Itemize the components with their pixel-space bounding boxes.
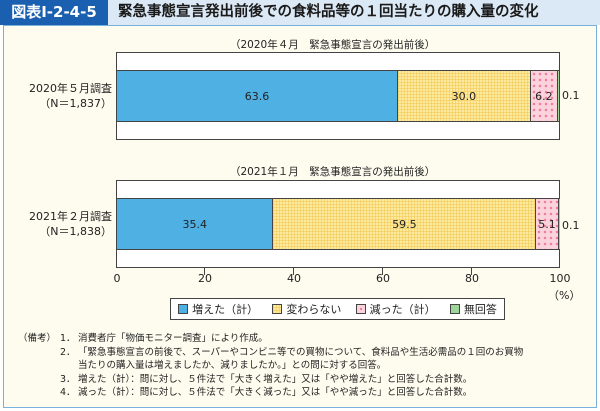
tick [471,268,472,275]
tick-label: 100 [549,272,571,285]
segment-no-answer [558,71,559,121]
panel-2-no-answer-label: 0.1 [562,219,580,232]
swatch-icon [272,304,283,314]
value-label: 59.5 [392,217,417,231]
swatch-icon [355,304,366,314]
tick [382,268,383,275]
x-axis [116,268,560,276]
legend-item-decreased: 減った（計） [355,301,436,317]
panel-2-plot: 35.4 59.5 5.1 [116,180,560,268]
swatch-icon [178,304,189,314]
legend: 増えた（計） 変わらない 減った（計） 無回答 [170,298,505,320]
note-number: 1． [60,333,76,344]
segment-increased: 63.6 [117,71,399,121]
value-label: 6.2 [535,89,553,103]
figure-title: 緊急事態宣言発出前後での食料品等の１回当たりの購入量の変化 [118,4,539,20]
tick [204,268,205,275]
segment-decreased: 5.1 [536,199,559,249]
category-name: 2021年２月調査 [29,210,112,223]
tick-label: 60 [376,272,390,285]
panel-1-plot: 63.6 30.0 6.2 [116,52,560,140]
panel-2-category-label: 2021年２月調査 （N＝1,838） [29,209,112,239]
value-label: 35.4 [182,217,207,231]
panel-1-no-answer-label: 0.1 [562,89,580,102]
segment-increased: 35.4 [117,199,274,249]
notes: （備考） 1． 消費者庁「物価モニター調査」により作成。 2． 「緊急事態宣言の前後で… [18,332,523,400]
legend-label: 変わらない [286,303,342,316]
legend-label: 増えた（計） [192,303,259,316]
value-label: 30.0 [451,89,477,103]
panel-1-category-label: 2020年５月調査 （N＝1,837） [29,81,112,111]
value-label: 5.1 [538,217,556,231]
legend-item-no-answer: 無回答 [449,301,497,317]
sample-size: （N＝1,838） [39,225,112,238]
legend-label: 減った（計） [369,303,436,316]
tick-label: 40 [287,272,301,285]
category-name: 2020年５月調査 [29,82,112,95]
panel-1-subtitle: （2020年４月 緊急事態宣言の発出前後） [230,39,436,51]
note-number: 2． [60,346,76,358]
swatch-icon [449,304,460,314]
panel-2-subtitle: （2021年１月 緊急事態宣言の発出前後） [230,166,436,178]
note-text: 減った（計）：問に対し、５件法で「大きく減った」又は「やや減った」と回答した合計… [78,387,473,398]
stacked-bar-2020: 63.6 30.0 6.2 [117,70,559,122]
legend-label: 無回答 [463,303,497,316]
note-text: 当たりの購入量は増えましたか、減りましたか。」との問に対する回答。 [78,360,387,371]
notes-label: （備考） [18,333,57,344]
legend-item-increased: 増えた（計） [178,301,258,317]
segment-decreased: 6.2 [530,71,559,121]
segment-unchanged: 30.0 [398,71,531,121]
tick-label: 20 [198,272,212,285]
tick-label: 80 [465,272,479,285]
note-text: 「緊急事態宣言の前後で、スーパーやコンビニ等での買物について、食料品や生活必需品… [78,346,524,358]
tick [293,268,294,275]
axis-unit: （%） [548,289,581,302]
sample-size: （N＝1,837） [39,97,112,110]
note-number: 3． [60,373,76,385]
figure-header: 図表Ⅰ-2-4-5 緊急事態宣言発出前後での食料品等の１回当たりの購入量の変化 [0,0,600,25]
tick-label: 0 [113,272,121,285]
legend-item-unchanged: 変わらない [272,301,341,317]
segment-unchanged: 59.5 [273,199,537,249]
note-number: 4． [60,387,76,398]
stacked-bar-2021: 35.4 59.5 5.1 [117,198,559,250]
figure-id: 図表Ⅰ-2-4-5 [0,0,108,25]
value-label: 63.6 [244,89,270,103]
note-text: 増えた（計）：問に対し、５件法で「大きく増えた」又は「やや増えた」と回答した合計… [78,373,473,385]
note-text: 消費者庁「物価モニター調査」により作成。 [78,333,268,344]
